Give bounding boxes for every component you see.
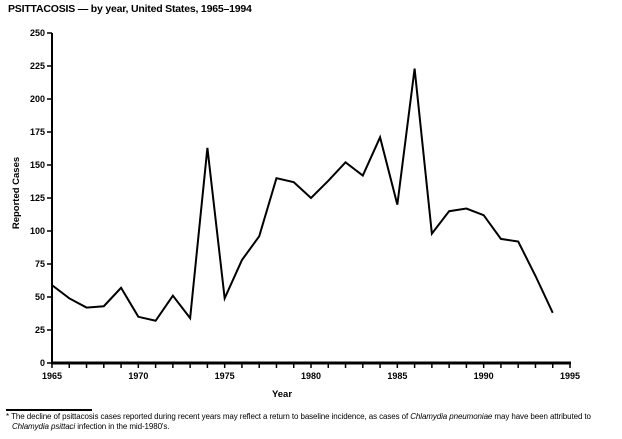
y-tick-label: 0 — [40, 358, 45, 368]
x-tick-label: 1985 — [387, 371, 407, 381]
data-series-line — [51, 68, 554, 322]
footnote-part: The decline of psittacosis cases reporte… — [11, 412, 411, 421]
footnote-text: * The decline of psittacosis cases repor… — [6, 412, 618, 432]
y-tick-label: 125 — [30, 193, 45, 203]
chart-title: PSITTACOSIS — by year, United States, 19… — [8, 3, 252, 15]
y-tick-label: 75 — [35, 259, 45, 269]
y-tick-label: 225 — [30, 61, 45, 71]
footnote-species-pneumoniae: Chlamydia pneumoniae — [410, 412, 493, 421]
x-tick-label: 1980 — [301, 371, 321, 381]
footnote-species-psittaci: Chlamydia psittaci — [12, 422, 76, 431]
footnote-rule — [6, 409, 92, 411]
y-tick-label: 250 — [30, 28, 45, 38]
y-tick-label: 25 — [35, 325, 45, 335]
x-axis-title: Year — [272, 389, 292, 400]
y-axis-title: Reported Cases — [11, 157, 22, 229]
x-tick-label: 1965 — [42, 371, 62, 381]
y-tick-label: 150 — [30, 160, 45, 170]
y-tick-label: 200 — [30, 94, 45, 104]
axis-ticks — [47, 32, 571, 368]
y-tick-label: 50 — [35, 292, 45, 302]
y-tick-label: 100 — [30, 226, 45, 236]
footnote-part: may have been attributed to — [492, 412, 591, 421]
footnote: * The decline of psittacosis cases repor… — [6, 409, 618, 432]
x-tick-label: 1970 — [128, 371, 148, 381]
x-tick-label: 1990 — [474, 371, 494, 381]
footnote-marker: * — [6, 412, 10, 421]
axis-tick-labels: 0 25 50 75 100 125 150 175 200 225 250 1965 1970 1975… — [30, 28, 580, 381]
x-tick-label: 1995 — [560, 371, 580, 381]
footnote-part: infection in the mid-1980's. — [75, 422, 170, 431]
x-tick-label: 1975 — [215, 371, 235, 381]
y-tick-label: 175 — [30, 127, 45, 137]
